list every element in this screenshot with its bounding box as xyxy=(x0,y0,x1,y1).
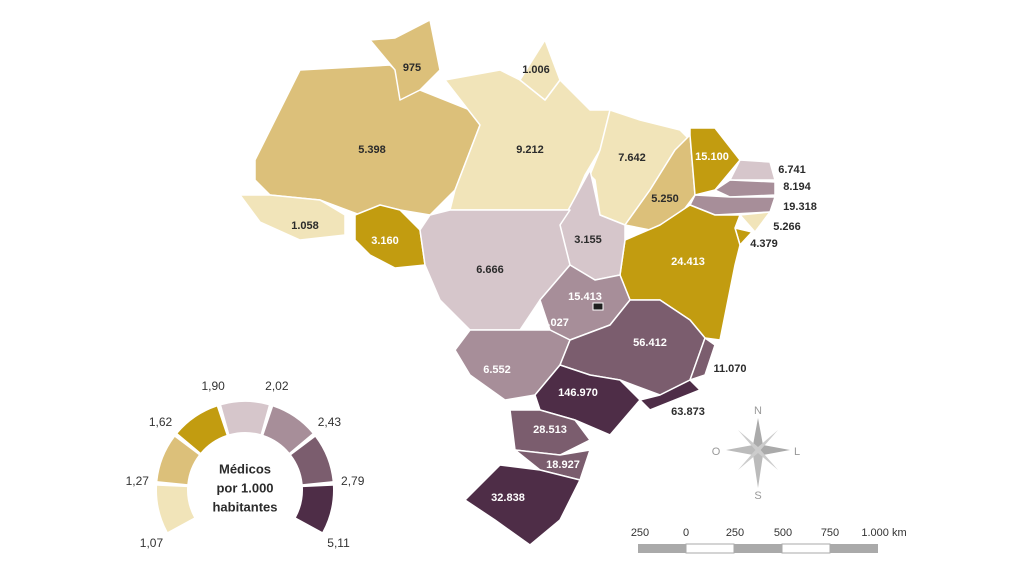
scale-label: 750 xyxy=(821,527,839,539)
brazil-map xyxy=(239,19,776,546)
scale-label: 250 xyxy=(631,527,649,539)
legend-segment xyxy=(263,406,313,453)
state-label: 15.413 xyxy=(568,291,602,303)
state-label: 63.873 xyxy=(671,406,705,418)
compass-star xyxy=(758,445,790,455)
state-label: 28.513 xyxy=(533,424,567,436)
scale-label: 1.000 km xyxy=(861,527,906,539)
state-rn xyxy=(729,159,776,181)
state-label: 19.318 xyxy=(783,201,817,213)
scale-seg xyxy=(781,543,831,554)
legend-break-label: 2,79 xyxy=(341,474,365,488)
legend-break-label: 1,27 xyxy=(126,474,150,488)
compass-star xyxy=(726,445,758,455)
legend-title: habitantes xyxy=(212,499,277,514)
compass-s: S xyxy=(754,490,761,502)
legend-break-label: 5,11 xyxy=(327,536,350,550)
state-ap xyxy=(519,39,561,101)
scale-seg xyxy=(638,544,686,553)
state-label: 5.266 xyxy=(773,221,801,233)
compass-star xyxy=(753,450,763,488)
state-label: 6.552 xyxy=(483,364,511,376)
legend-segment xyxy=(221,402,269,435)
legend-segment xyxy=(177,406,227,453)
state-labels: 975 1.006 5.398 9.212 7.642 15.100 6.741… xyxy=(291,62,817,504)
legend-break-label: 1,90 xyxy=(201,379,225,393)
state-rj xyxy=(639,379,701,411)
state-rr xyxy=(369,19,441,101)
state-label: 3.160 xyxy=(371,235,399,247)
legend-segment xyxy=(157,436,199,485)
state-pb xyxy=(714,179,776,198)
state-label: 1.006 xyxy=(522,64,550,76)
legend-segment xyxy=(291,436,333,485)
compass-n: N xyxy=(754,405,762,417)
scale-seg xyxy=(830,544,878,553)
scale-label: 0 xyxy=(683,527,689,539)
state-label: 146.970 xyxy=(558,387,598,399)
legend-break-label: 2,43 xyxy=(318,415,342,429)
state-sc xyxy=(514,449,591,481)
state-label: 32.838 xyxy=(491,492,525,504)
legend-break-label: 1,62 xyxy=(149,415,173,429)
compass-star xyxy=(738,430,778,470)
state-label: 975 xyxy=(403,62,421,74)
state-label: 5.398 xyxy=(358,144,386,156)
legend-title: por 1.000 xyxy=(216,480,273,495)
state-label: 3.155 xyxy=(574,234,602,246)
state-label: 6.741 xyxy=(778,164,806,176)
compass-l: L xyxy=(794,446,800,458)
state-df xyxy=(592,302,604,311)
state-es xyxy=(689,337,716,381)
legend-break-label: 1,07 xyxy=(140,536,164,550)
compass-o: O xyxy=(712,446,721,458)
state-label: 9.212 xyxy=(516,144,544,156)
state-label: 7.642 xyxy=(618,152,646,164)
legend-segment xyxy=(157,485,195,532)
state-label: 6.666 xyxy=(476,264,504,276)
state-label: 24.413 xyxy=(671,256,705,268)
scale-bar: 250 0 250 500 750 1.000 km xyxy=(631,527,907,554)
scale-seg xyxy=(685,543,735,554)
state-label: 4.379 xyxy=(750,238,778,250)
state-rs xyxy=(464,464,581,546)
legend-segment xyxy=(295,485,333,532)
state-label: 18.927 xyxy=(546,459,580,471)
state-label: 56.412 xyxy=(633,337,667,349)
state-label: 1.058 xyxy=(291,220,319,232)
compass-star xyxy=(753,418,763,450)
state-label: 5.250 xyxy=(651,193,679,205)
state-label: 11.070 xyxy=(713,363,746,375)
state-ac xyxy=(239,194,346,241)
scale-label: 500 xyxy=(774,527,792,539)
legend: Médicos por 1.000 habitantes 1,07 1,27 1,6… xyxy=(126,379,365,550)
scale-label: 250 xyxy=(726,527,744,539)
state-al xyxy=(739,211,771,233)
state-label: 8.194 xyxy=(783,181,811,193)
scale-seg xyxy=(734,544,782,553)
state-label: 15.100 xyxy=(695,151,729,163)
legend-title: Médicos xyxy=(219,461,271,476)
state-am xyxy=(254,64,481,216)
compass: N S O L xyxy=(712,405,800,502)
legend-break-label: 2,02 xyxy=(265,379,289,393)
state-label: 16.027 xyxy=(535,317,569,329)
